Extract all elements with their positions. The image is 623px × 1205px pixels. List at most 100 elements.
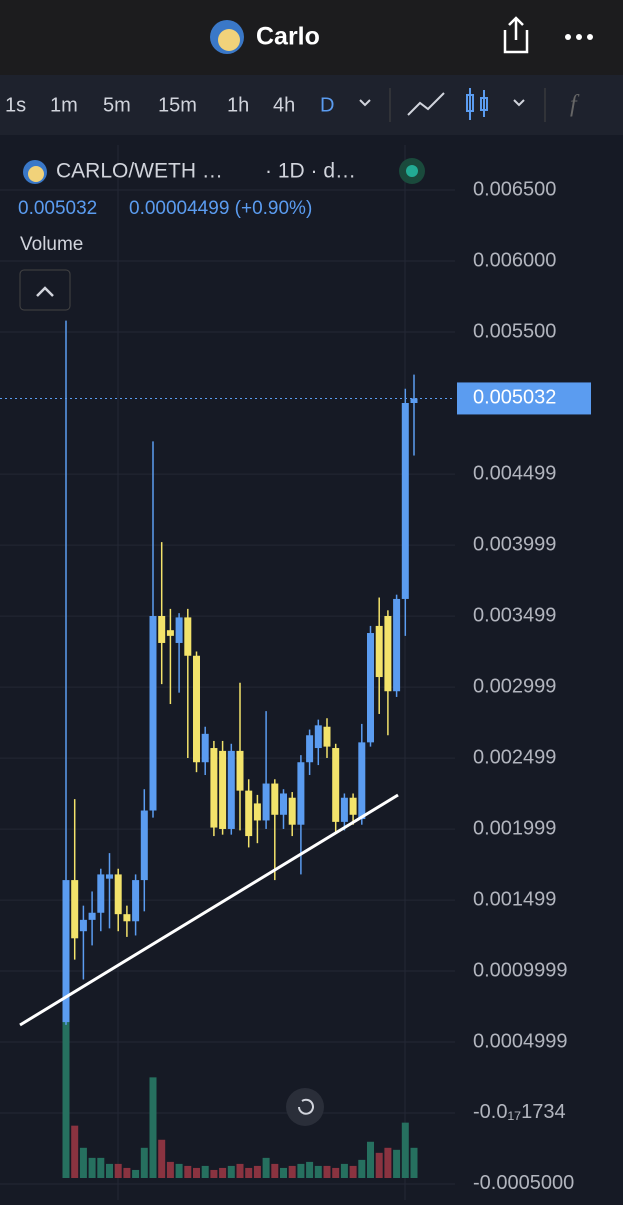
candle-body <box>349 797 357 815</box>
volume-bar <box>401 1122 409 1178</box>
volume-bar <box>114 1163 122 1178</box>
candle-body <box>297 762 305 825</box>
volume-bar <box>149 1077 157 1178</box>
last-price-label: 0.005032 <box>473 387 556 409</box>
more-icon[interactable] <box>565 34 593 40</box>
symbol-avatar-face <box>28 166 44 182</box>
timeframe-button[interactable]: 1m <box>50 94 78 116</box>
y-tick-label: -0.0005000 <box>473 1172 574 1194</box>
candle-body <box>401 402 409 599</box>
y-tick-label: 0.006500 <box>473 178 556 200</box>
y-tick-label: 0.005500 <box>473 320 556 342</box>
last-price-box <box>457 382 591 415</box>
y-tick-label: 0.0004999 <box>473 1030 568 1052</box>
volume-bar <box>166 1161 174 1178</box>
volume-bar <box>297 1163 305 1178</box>
share-icon[interactable] <box>503 16 529 54</box>
candle-body <box>375 625 383 678</box>
volume-label: Volume <box>20 234 83 255</box>
candle-body <box>193 655 200 763</box>
volume-bar <box>393 1149 401 1178</box>
title: Carlo <box>256 23 320 51</box>
candle-body <box>210 748 218 828</box>
volume-bar <box>262 1157 270 1178</box>
timeframe-button[interactable]: 15m <box>158 94 197 116</box>
volume-bar <box>340 1163 348 1178</box>
timeframe-button[interactable]: D <box>320 94 334 116</box>
avatar-face <box>218 29 240 51</box>
timeframes: 1s 1m 5m 15m 1h 4h D <box>5 94 334 116</box>
volume-bar <box>410 1147 418 1178</box>
symbol: CARLO/WETH … <box>56 160 223 183</box>
candle-body <box>384 615 392 692</box>
candle-body <box>71 880 79 939</box>
candle-body <box>253 803 261 821</box>
volume-bar <box>271 1163 279 1178</box>
timeframe-button[interactable]: 4h <box>273 94 295 116</box>
price: 0.005032 <box>18 198 97 219</box>
timeframe-button[interactable]: 5m <box>103 94 131 116</box>
line-chart-icon[interactable] <box>407 92 445 116</box>
volume-bar <box>384 1147 392 1178</box>
toolbar <box>0 75 623 135</box>
timeframe-button[interactable]: 1h <box>227 94 249 116</box>
candle-body <box>62 880 70 1023</box>
candle-body <box>288 797 296 825</box>
change: 0.00004499 (+0.90%) <box>129 198 312 219</box>
volume-bar <box>245 1167 253 1178</box>
candle-body <box>358 742 366 820</box>
candle-body <box>271 783 279 815</box>
volume-bar <box>97 1157 105 1178</box>
fx-icon[interactable]: f <box>570 92 580 118</box>
candle-body <box>149 615 157 811</box>
candle-body <box>123 914 131 922</box>
volume-bar <box>210 1169 218 1178</box>
candle-body <box>79 919 87 932</box>
collapse-icon <box>36 286 54 297</box>
candle-body <box>132 880 140 922</box>
volume-bar <box>253 1165 261 1178</box>
y-tick-label: 0.003499 <box>473 604 556 626</box>
candle-body <box>262 783 270 821</box>
dropdown[interactable] <box>359 99 371 107</box>
volume-bar <box>88 1157 96 1178</box>
reset-icon <box>298 1098 314 1115</box>
dropdown[interactable] <box>513 99 525 107</box>
volume-bar <box>323 1165 331 1178</box>
interval: · 1D · d… <box>265 160 356 183</box>
timeframe-button[interactable]: 1s <box>5 94 26 116</box>
status-dot <box>406 165 418 177</box>
collapse-button[interactable] <box>19 269 71 311</box>
volume-bar <box>280 1167 287 1178</box>
y-tick-label: 0.003999 <box>473 533 556 555</box>
trend-line <box>19 793 399 1027</box>
volume-bar <box>106 1163 113 1178</box>
candle-body <box>340 797 348 822</box>
candle-body <box>323 726 331 747</box>
candle-body <box>236 750 244 791</box>
volume-bar <box>79 1147 87 1178</box>
volume-bar <box>236 1163 244 1178</box>
y-tick-label: -0.0₁₇1734 <box>473 1101 566 1123</box>
y-tick-label: 0.001999 <box>473 817 556 839</box>
reset-button[interactable] <box>286 1088 324 1126</box>
candle-body <box>140 810 148 881</box>
candle-body <box>306 735 314 763</box>
candle-body <box>201 733 209 763</box>
candle-body <box>314 725 322 749</box>
header-bar <box>0 0 623 75</box>
candle-body <box>332 748 340 822</box>
volume-bar <box>140 1147 148 1178</box>
volume-bar <box>201 1165 209 1178</box>
candle-chart-icon[interactable] <box>466 88 488 120</box>
candle-body <box>106 874 113 879</box>
volume-bar <box>367 1141 374 1178</box>
volume-bar <box>175 1163 183 1178</box>
volume-bar <box>184 1165 192 1178</box>
volume-bar <box>193 1167 200 1178</box>
candle-body <box>88 912 96 920</box>
volume-bar <box>358 1159 366 1178</box>
candle-body <box>410 398 418 403</box>
